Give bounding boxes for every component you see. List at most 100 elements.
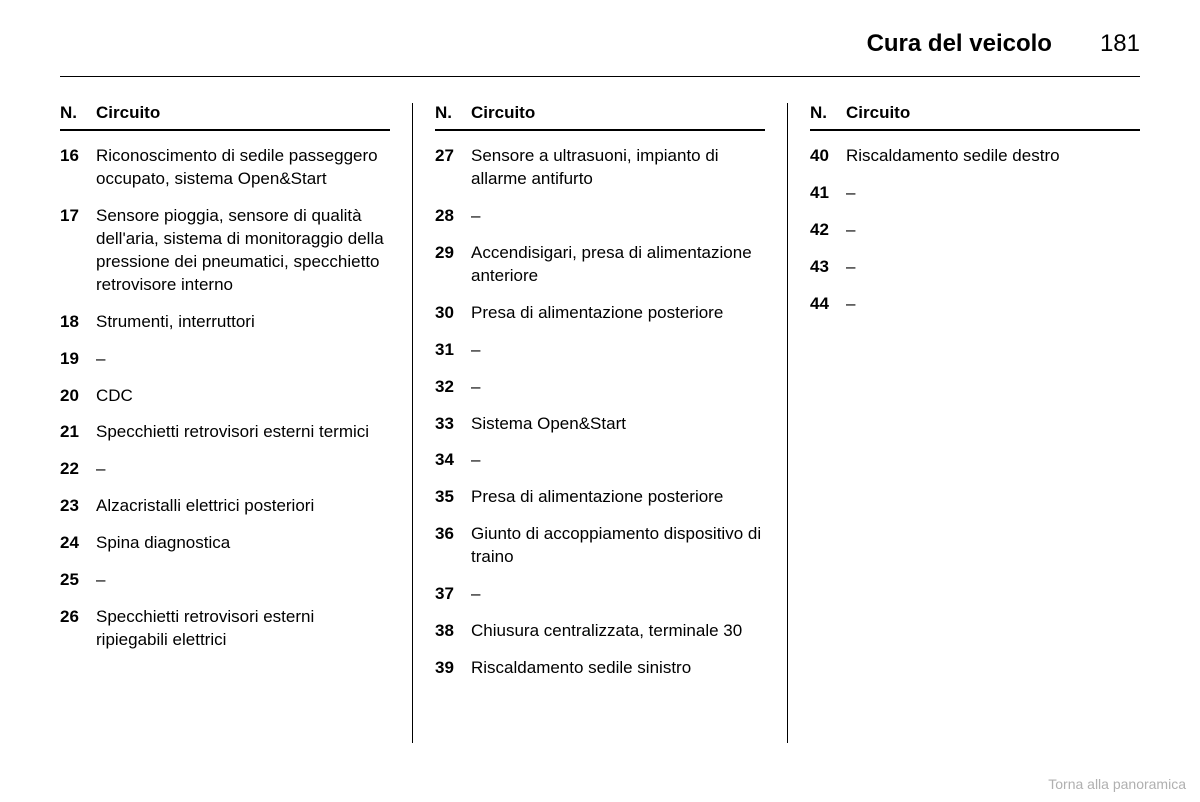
entry-description: – (471, 376, 765, 399)
entry-description: Presa di alimentazione posteriore (471, 302, 765, 325)
entry-number: 37 (435, 583, 471, 606)
circuit-entry: 27Sensore a ultrasuoni, impianto di alla… (435, 145, 765, 191)
circuit-entry: 41– (810, 182, 1140, 205)
entry-description: – (471, 583, 765, 606)
entry-number: 44 (810, 293, 846, 316)
col-head-circuit: Circuito (471, 103, 765, 123)
entry-description: – (846, 293, 1140, 316)
circuit-entry: 38Chiusura centralizzata, terminale 30 (435, 620, 765, 643)
entry-description: Alzacristalli elettrici posteriori (96, 495, 390, 518)
entry-number: 23 (60, 495, 96, 518)
column-header: N. Circuito (60, 103, 390, 131)
entry-number: 42 (810, 219, 846, 242)
circuit-entry: 36Giunto di accoppiamento dispositivo di… (435, 523, 765, 569)
circuit-entry: 37– (435, 583, 765, 606)
entry-description: Riscaldamento sedile destro (846, 145, 1140, 168)
entry-number: 41 (810, 182, 846, 205)
circuit-entry: 20CDC (60, 385, 390, 408)
entry-description: CDC (96, 385, 390, 408)
entry-number: 24 (60, 532, 96, 555)
entry-number: 35 (435, 486, 471, 509)
column-1-entries: 16Riconoscimento di sedile passeggero oc… (60, 145, 390, 652)
circuit-entry: 24Spina diagnostica (60, 532, 390, 555)
entry-description: Specchietti retrovisori esterni termici (96, 421, 390, 444)
column-header: N. Circuito (435, 103, 765, 131)
entry-description: Sistema Open&Start (471, 413, 765, 436)
column-header: N. Circuito (810, 103, 1140, 131)
entry-number: 18 (60, 311, 96, 334)
entry-number: 21 (60, 421, 96, 444)
entry-number: 29 (435, 242, 471, 288)
col-head-circuit: Circuito (96, 103, 390, 123)
column-2-entries: 27Sensore a ultrasuoni, impianto di alla… (435, 145, 765, 680)
circuit-entry: 30Presa di alimentazione posteriore (435, 302, 765, 325)
entry-description: Riscaldamento sedile sinistro (471, 657, 765, 680)
col-head-number: N. (810, 103, 846, 123)
entry-description: Sensore pioggia, sensore di qualità dell… (96, 205, 390, 297)
entry-description: Spina diagnostica (96, 532, 390, 555)
circuit-entry: 39Riscaldamento sedile sinistro (435, 657, 765, 680)
circuit-entry: 18Strumenti, interruttori (60, 311, 390, 334)
entry-description: – (846, 219, 1140, 242)
entry-number: 26 (60, 606, 96, 652)
circuit-entry: 29Accendisigari, presa di alimentazione … (435, 242, 765, 288)
circuit-entry: 31– (435, 339, 765, 362)
page-root: Cura del veicolo 181 N. Circuito 16Ricon… (0, 0, 1200, 802)
entry-description: – (96, 569, 390, 592)
circuit-entry: 34– (435, 449, 765, 472)
entry-description: – (96, 348, 390, 371)
col-head-number: N. (435, 103, 471, 123)
entry-description: Sensore a ultrasuoni, impianto di allarm… (471, 145, 765, 191)
entry-description: Presa di alimentazione posteriore (471, 486, 765, 509)
entry-description: – (846, 256, 1140, 279)
page-header: Cura del veicolo 181 (60, 30, 1140, 77)
columns-wrapper: N. Circuito 16Riconoscimento di sedile p… (60, 103, 1140, 753)
circuit-entry: 40Riscaldamento sedile destro (810, 145, 1140, 168)
circuit-entry: 42– (810, 219, 1140, 242)
entry-number: 25 (60, 569, 96, 592)
entry-number: 27 (435, 145, 471, 191)
entry-description: – (846, 182, 1140, 205)
section-title: Cura del veicolo (867, 30, 1052, 58)
entry-description: Giunto di accoppiamento dispositivo di t… (471, 523, 765, 569)
circuit-entry: 35Presa di alimentazione posteriore (435, 486, 765, 509)
entry-description: – (471, 205, 765, 228)
entry-number: 40 (810, 145, 846, 168)
circuit-entry: 32– (435, 376, 765, 399)
circuit-entry: 25– (60, 569, 390, 592)
entry-description: – (471, 339, 765, 362)
circuit-entry: 26Specchietti retrovisori esterni ripieg… (60, 606, 390, 652)
entry-description: Chiusura centralizzata, terminale 30 (471, 620, 765, 643)
circuit-entry: 43– (810, 256, 1140, 279)
entry-number: 31 (435, 339, 471, 362)
entry-number: 39 (435, 657, 471, 680)
entry-number: 19 (60, 348, 96, 371)
entry-number: 32 (435, 376, 471, 399)
column-3-entries: 40Riscaldamento sedile destro41–42–43–44… (810, 145, 1140, 316)
circuit-entry: 17Sensore pioggia, sensore di qualità de… (60, 205, 390, 297)
circuit-entry: 33Sistema Open&Start (435, 413, 765, 436)
circuit-entry: 19– (60, 348, 390, 371)
entry-number: 36 (435, 523, 471, 569)
entry-number: 20 (60, 385, 96, 408)
circuit-entry: 28– (435, 205, 765, 228)
column-2: N. Circuito 27Sensore a ultrasuoni, impi… (413, 103, 787, 753)
entry-description: Riconoscimento di sedile passeggero occu… (96, 145, 390, 191)
circuit-entry: 16Riconoscimento di sedile passeggero oc… (60, 145, 390, 191)
entry-description: – (471, 449, 765, 472)
page-number: 181 (1100, 30, 1140, 58)
entry-number: 34 (435, 449, 471, 472)
entry-number: 33 (435, 413, 471, 436)
entry-number: 43 (810, 256, 846, 279)
entry-number: 16 (60, 145, 96, 191)
circuit-entry: 22– (60, 458, 390, 481)
entry-description: – (96, 458, 390, 481)
col-head-number: N. (60, 103, 96, 123)
footer-link[interactable]: Torna alla panoramica (1048, 776, 1186, 792)
circuit-entry: 23Alzacristalli elettrici posteriori (60, 495, 390, 518)
entry-number: 30 (435, 302, 471, 325)
circuit-entry: 21Specchietti retrovisori esterni termic… (60, 421, 390, 444)
entry-description: Accendisigari, presa di alimentazione an… (471, 242, 765, 288)
entry-number: 38 (435, 620, 471, 643)
entry-number: 17 (60, 205, 96, 297)
